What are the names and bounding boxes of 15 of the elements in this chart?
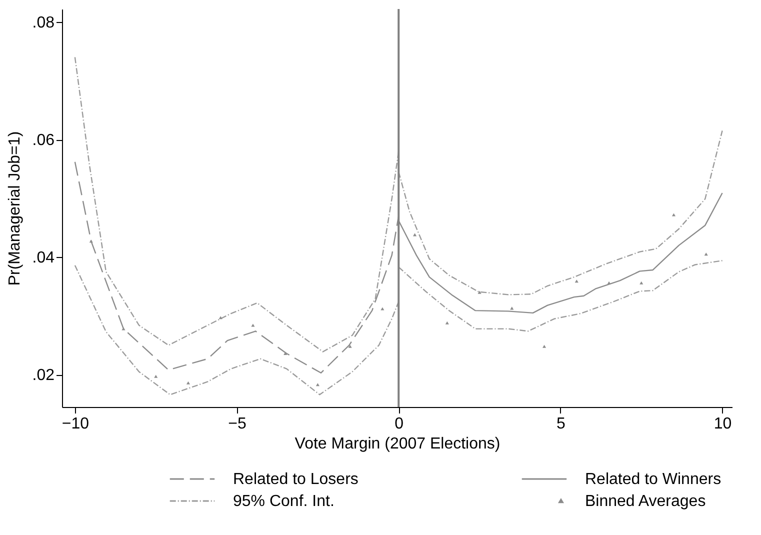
y-tick-label: .02 [32, 367, 55, 384]
y-tick-label: .04 [32, 250, 55, 267]
x-axis-title: Vote Margin (2007 Elections) [294, 436, 500, 452]
y-axis-title: Pr(Managerial Job=1) [6, 131, 24, 286]
legend-label: Related to Winners [585, 471, 722, 488]
legend-label: Related to Losers [233, 471, 358, 488]
x-tick-label: 5 [556, 416, 566, 432]
y-tick-label: .06 [32, 132, 55, 150]
x-tick-label: 0 [394, 416, 404, 432]
legend-label: Binned Averages [585, 493, 706, 510]
legend-label: 95% Conf. Int. [233, 493, 334, 510]
x-tick-label: −10 [62, 416, 90, 432]
y-tick-label: .08 [32, 14, 55, 32]
x-tick-label: −5 [228, 416, 246, 432]
x-tick-label: 10 [714, 416, 732, 432]
